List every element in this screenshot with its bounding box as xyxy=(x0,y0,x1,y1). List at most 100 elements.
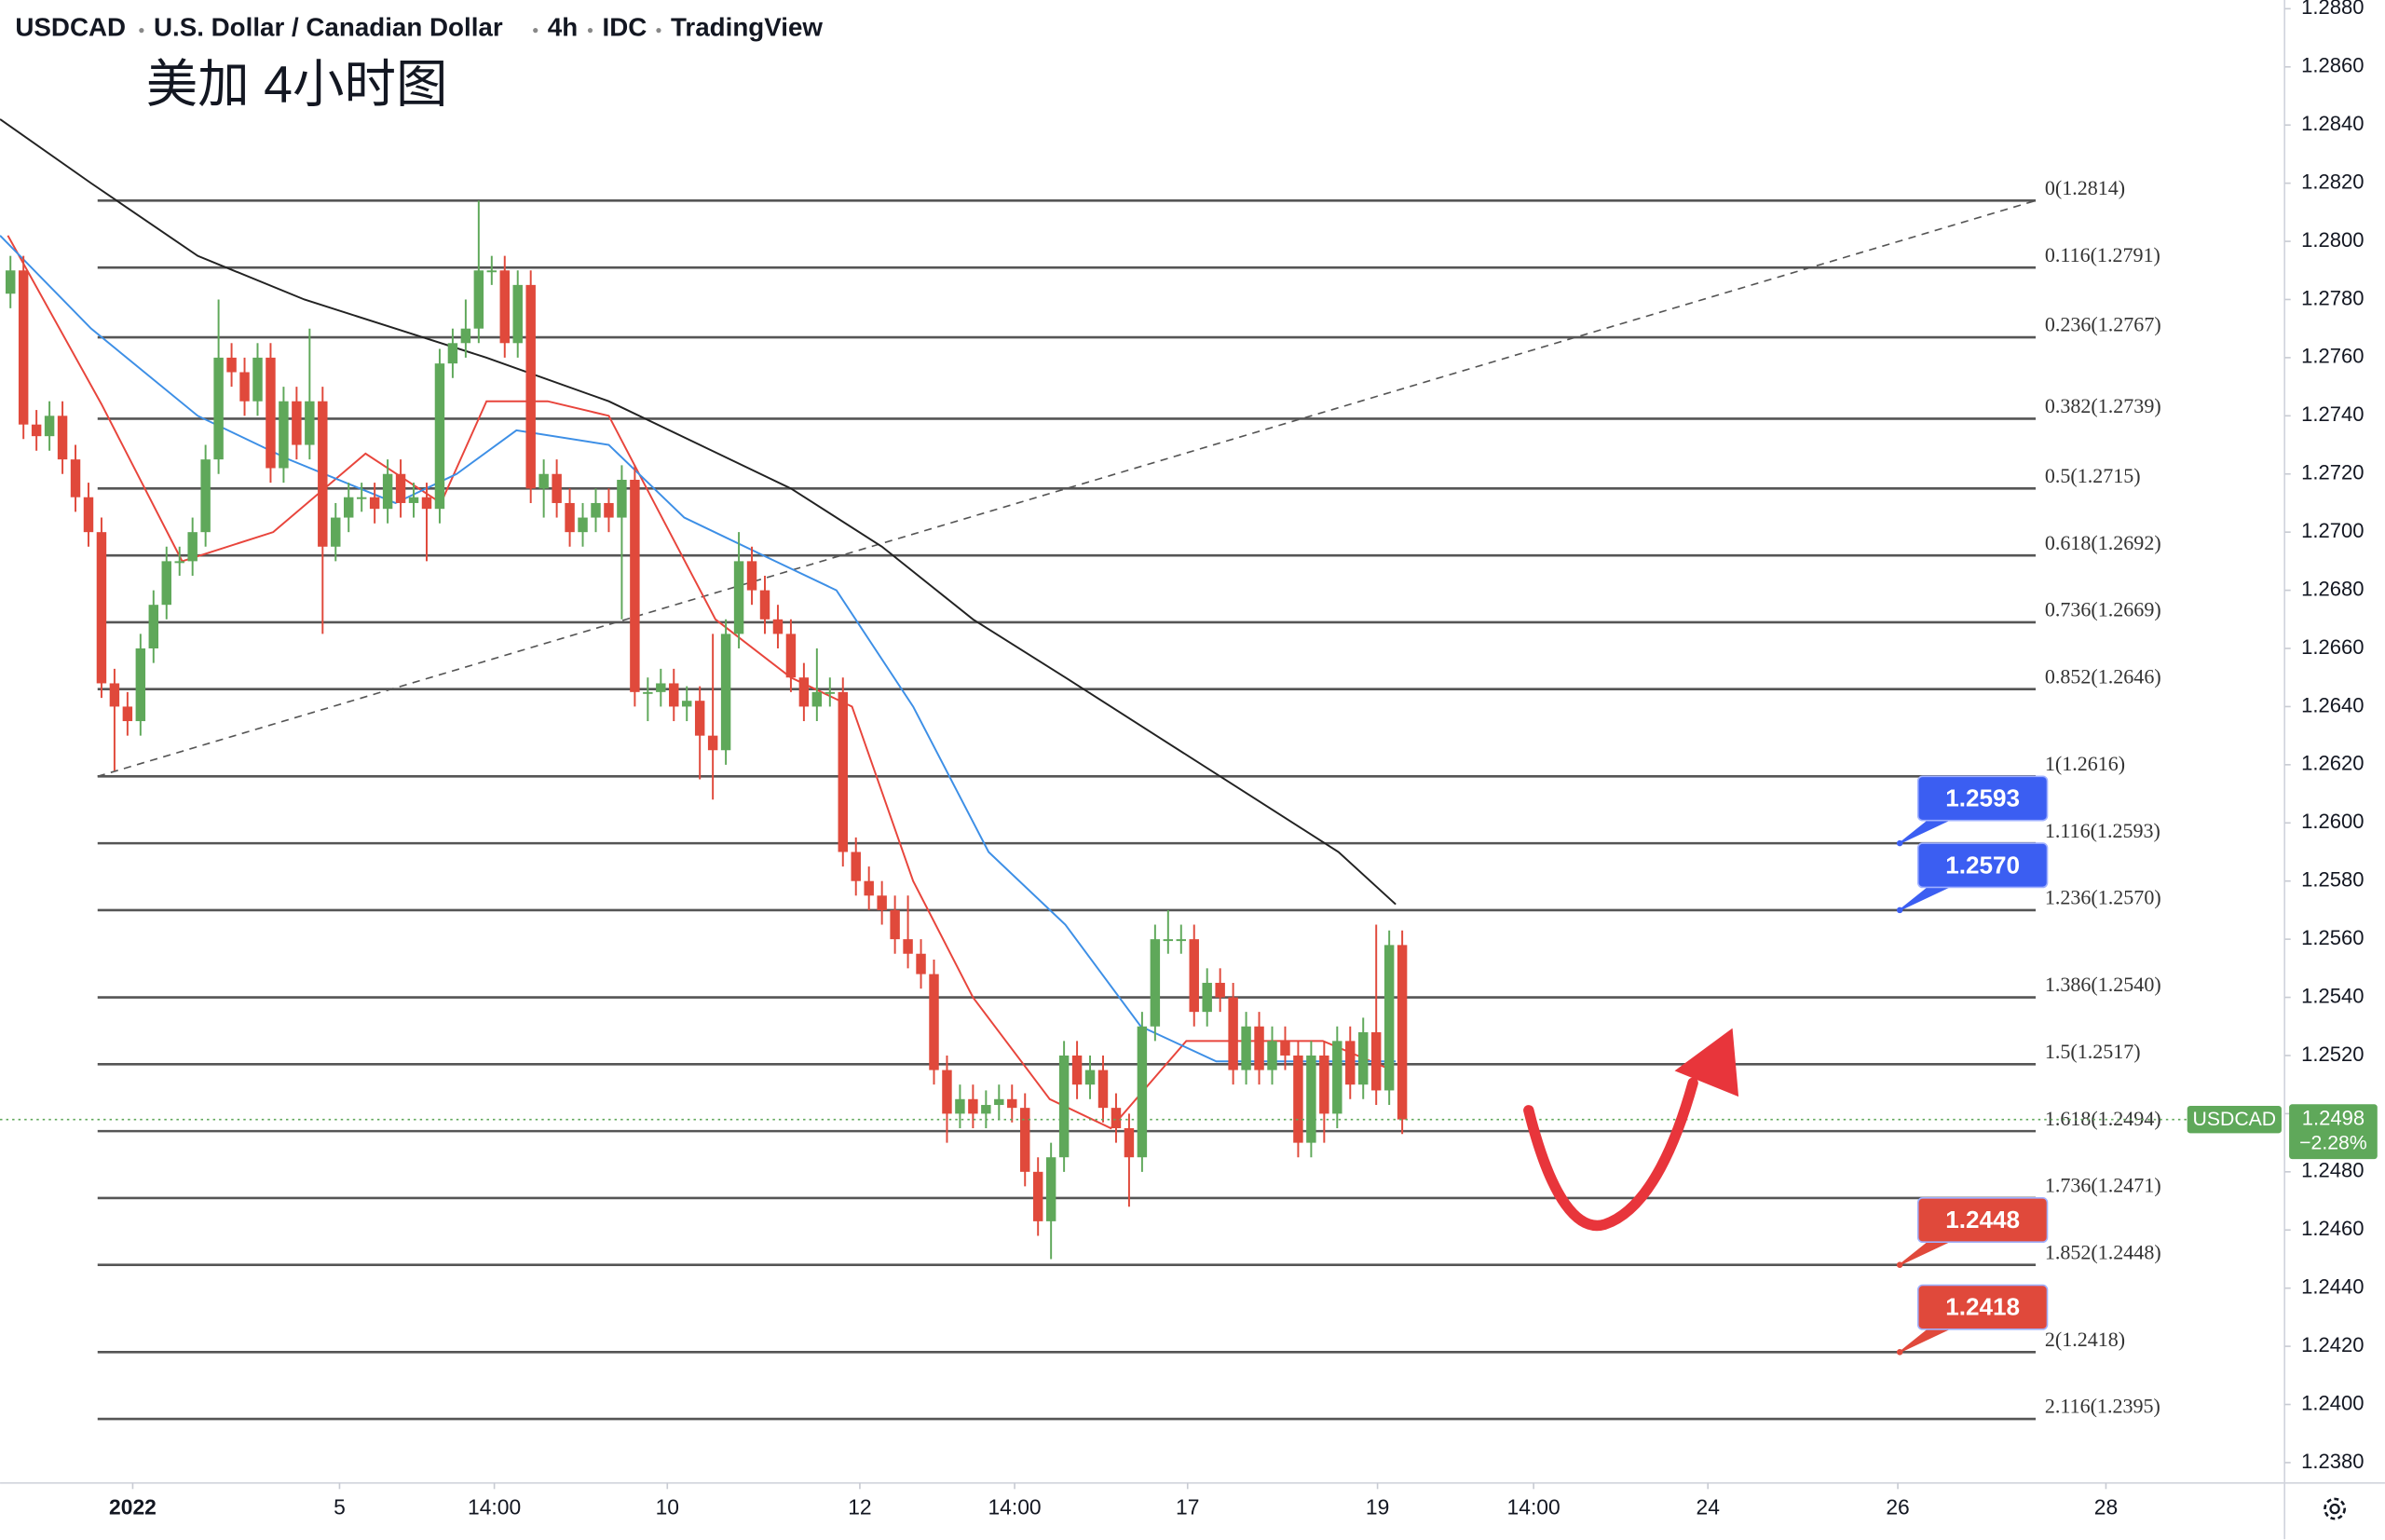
y-tick-label: 1.2600 xyxy=(2301,810,2364,833)
fib-label: 1(1.2616) xyxy=(2045,752,2125,775)
symbol-description: U.S. Dollar / Canadian Dollar xyxy=(154,12,503,41)
callout-label: 1.2418 xyxy=(1945,1293,2020,1321)
candle-body xyxy=(460,328,471,344)
candle-body xyxy=(486,270,497,273)
candle-body xyxy=(1267,1041,1277,1070)
callout-box xyxy=(1916,1197,2049,1244)
y-tick-label: 1.2800 xyxy=(2301,228,2364,252)
y-tick-label: 1.2460 xyxy=(2301,1217,2364,1240)
candle-body xyxy=(122,706,133,722)
fib-label: 1.116(1.2593) xyxy=(2045,819,2160,842)
y-tick-label: 1.2520 xyxy=(2301,1043,2364,1066)
candle-body xyxy=(525,284,536,489)
x-tick-label: 12 xyxy=(848,1495,871,1520)
source: IDC xyxy=(603,12,647,41)
price-tag xyxy=(2289,1104,2378,1160)
candle-body xyxy=(369,497,380,510)
trend-line xyxy=(97,199,2037,778)
x-tick-label: 24 xyxy=(1697,1495,1721,1520)
candle-body xyxy=(811,691,823,707)
candle-body xyxy=(226,357,237,373)
candle-body xyxy=(1163,939,1174,942)
candle-body xyxy=(851,852,861,881)
callout-anchor xyxy=(1896,1349,1903,1356)
candle-body xyxy=(1071,1055,1083,1085)
fib-label: 1.736(1.2471) xyxy=(2045,1174,2161,1197)
candle-body xyxy=(838,691,848,852)
fib-label: 1.386(1.2540) xyxy=(2045,973,2161,996)
candle-body xyxy=(746,561,757,591)
candle-body xyxy=(565,502,575,533)
candle-body xyxy=(1189,939,1199,1013)
candle-body xyxy=(538,473,549,489)
candle-body xyxy=(512,284,523,344)
candle-body xyxy=(1358,1032,1369,1085)
candle-body xyxy=(630,479,640,692)
y-tick-label: 1.2560 xyxy=(2301,926,2364,949)
candle-body xyxy=(305,401,315,445)
candle-body xyxy=(656,683,666,692)
candle-body xyxy=(44,416,55,437)
candle-body xyxy=(825,691,836,694)
candle-body xyxy=(890,909,900,940)
y-tick-label: 1.2700 xyxy=(2301,519,2364,542)
candle-body xyxy=(187,532,198,562)
symbol: USDCAD xyxy=(15,12,126,41)
separator xyxy=(139,28,144,34)
separator xyxy=(587,28,593,34)
callout-anchor xyxy=(1896,906,1903,914)
x-tick-label: 28 xyxy=(2094,1495,2118,1520)
callout-anchor xyxy=(1896,839,1903,847)
price-tag-label: 1.2498 xyxy=(2302,1106,2365,1129)
candle-body xyxy=(694,701,705,736)
callout-box xyxy=(1916,1284,2049,1330)
candle-body xyxy=(877,895,887,910)
candle-body xyxy=(929,974,939,1070)
fib-label: 0.852(1.2646) xyxy=(2045,664,2161,688)
candle-body xyxy=(604,502,614,518)
arrow-head xyxy=(1674,1028,1739,1097)
candle-body xyxy=(292,401,302,445)
callout-label: 1.2448 xyxy=(1945,1206,2020,1233)
x-tick-label: 10 xyxy=(656,1495,679,1520)
y-tick-label: 1.2820 xyxy=(2301,170,2364,193)
candle-body xyxy=(213,357,224,460)
plot-area: 0(1.2814) 0.116(1.2791) 0.236(1.2767) 0.382… xyxy=(0,118,2282,1421)
candle-body xyxy=(968,1098,978,1114)
forecast-arrow xyxy=(1523,1028,1739,1232)
candle-body xyxy=(994,1098,1004,1106)
candle-body xyxy=(1293,1055,1303,1143)
fib-label: 0.116(1.2791) xyxy=(2045,243,2160,266)
fib-label: 1.236(1.2570) xyxy=(2045,886,2161,909)
candle-body xyxy=(1306,1055,1316,1143)
gear-inner xyxy=(2329,1503,2340,1515)
candle-body xyxy=(279,401,289,469)
fib-label: 1.618(1.2494) xyxy=(2045,1107,2161,1130)
y-tick-label: 1.2480 xyxy=(2301,1159,2364,1182)
moving-average xyxy=(7,235,1393,1130)
settings-icon[interactable] xyxy=(2324,1497,2346,1520)
candle-body xyxy=(772,619,784,634)
interval: 4h xyxy=(548,12,578,41)
price-change-label: −2.28% xyxy=(2299,1132,2367,1153)
x-tick-label: 17 xyxy=(1176,1495,1199,1520)
candle-body xyxy=(1345,1041,1356,1085)
y-tick-label: 1.2420 xyxy=(2301,1333,2364,1356)
candle-body xyxy=(643,691,653,694)
candle-body xyxy=(578,517,588,533)
candle-body xyxy=(1176,939,1186,942)
candle-body xyxy=(903,939,913,954)
candle-body xyxy=(1319,1055,1329,1114)
candle-body xyxy=(733,561,744,634)
fib-label: 0.5(1.2715) xyxy=(2045,464,2141,487)
candle-body xyxy=(1032,1171,1043,1221)
candle-body xyxy=(1202,982,1212,1013)
candle-body xyxy=(682,701,692,707)
moving-average xyxy=(0,118,1397,906)
candle-body xyxy=(1332,1041,1342,1114)
y-tick-label: 1.2680 xyxy=(2301,577,2364,600)
candle-body xyxy=(421,497,432,510)
separator xyxy=(656,28,661,34)
